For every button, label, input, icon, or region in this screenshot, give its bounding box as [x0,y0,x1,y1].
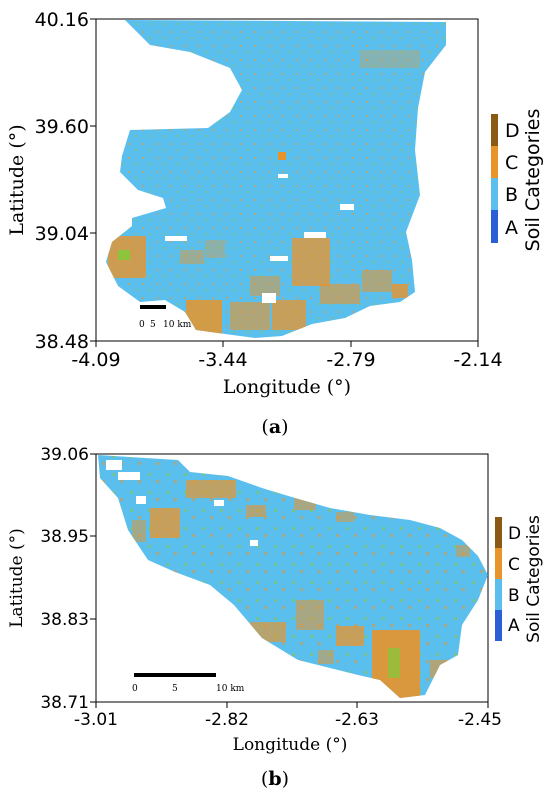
scale-label-5: 5 [150,320,156,330]
colorbar-label-b: Soil Categories [524,515,544,643]
y-tick-label: 38.71 [40,693,89,713]
x-axis-b: -3.01 -2.82 -2.63 -2.45 Longitude (°) [74,702,502,755]
colorbar-tick-d: D [508,524,521,544]
x-tick-label: -2.82 [205,710,249,730]
y-axis-b: 39.06 38.95 38.83 38.71 Latitude (°) [7,445,96,713]
x-tick-label: -4.09 [71,349,120,371]
y-tick-label: 38.48 [35,331,89,353]
x-tick-label: -3.44 [198,349,247,371]
colorbar-tick-c: C [508,555,520,575]
y-axis-label-a: Latitude (°) [6,124,28,235]
colorbar-tick-b: B [508,586,520,606]
y-tick-label: 39.60 [35,116,89,138]
colorbar-b: D C B A Soil Categories [495,515,544,643]
colorbar-swatch-d [491,114,498,146]
colorbar-swatch-d [495,517,502,548]
scale-bar-a: 0 5 10 km [139,305,192,330]
scale-label-0: 0 [139,320,145,330]
x-tick-label: -2.45 [458,710,502,730]
colorbar-tick-d: D [505,120,520,142]
caption-a: (a) [261,416,288,438]
y-tick-label: 38.95 [40,527,89,547]
scale-label-10km: 10 km [163,320,192,330]
y-tick-label: 38.83 [40,610,89,630]
colorbar-swatch-c [491,146,498,178]
colorbar-tick-c: C [505,152,518,174]
colorbar-swatch-b [495,579,502,610]
colorbar-tick-b: B [505,184,518,206]
colorbar-a: D C B A Soil Categories [491,109,544,252]
y-axis-a: 40.16 39.60 39.04 38.48 Latitude (°) [6,9,96,353]
scale-label-0: 0 [132,684,138,694]
x-axis-label-a: Longitude (°) [223,376,351,398]
colorbar-swatch-a [495,610,502,641]
x-tick-label: -2.14 [453,349,502,371]
y-tick-label: 39.04 [35,223,89,245]
x-tick-label: -2.79 [326,349,375,371]
y-axis-label-b: Latitude (°) [7,528,27,628]
y-tick-label: 39.06 [40,445,89,465]
x-tick-label: -3.01 [74,710,118,730]
colorbar-tick-a: A [508,616,520,636]
colorbar-label-a: Soil Categories [522,109,544,252]
scale-label-10km: 10 km [216,684,245,694]
colorbar-swatch-b [491,178,498,210]
colorbar-swatch-a [491,210,498,243]
x-axis-label-b: Longitude (°) [233,735,348,755]
panel-b: 0 5 10 km 39.06 38.95 38.83 38.71 Latitu… [7,445,544,790]
x-axis-a: -4.09 -3.44 -2.79 -2.14 Longitude (°) [71,341,503,398]
scale-bar-b: 0 5 10 km [132,673,245,694]
y-tick-label: 40.16 [35,9,89,31]
x-tick-label: -2.63 [335,710,379,730]
scale-label-5: 5 [172,684,178,694]
panel-a: 0 5 10 km 40.16 39.60 39.04 38.48 Latitu… [6,9,544,438]
colorbar-swatch-c [495,548,502,579]
caption-b: (b) [261,768,289,790]
colorbar-tick-a: A [505,217,518,239]
